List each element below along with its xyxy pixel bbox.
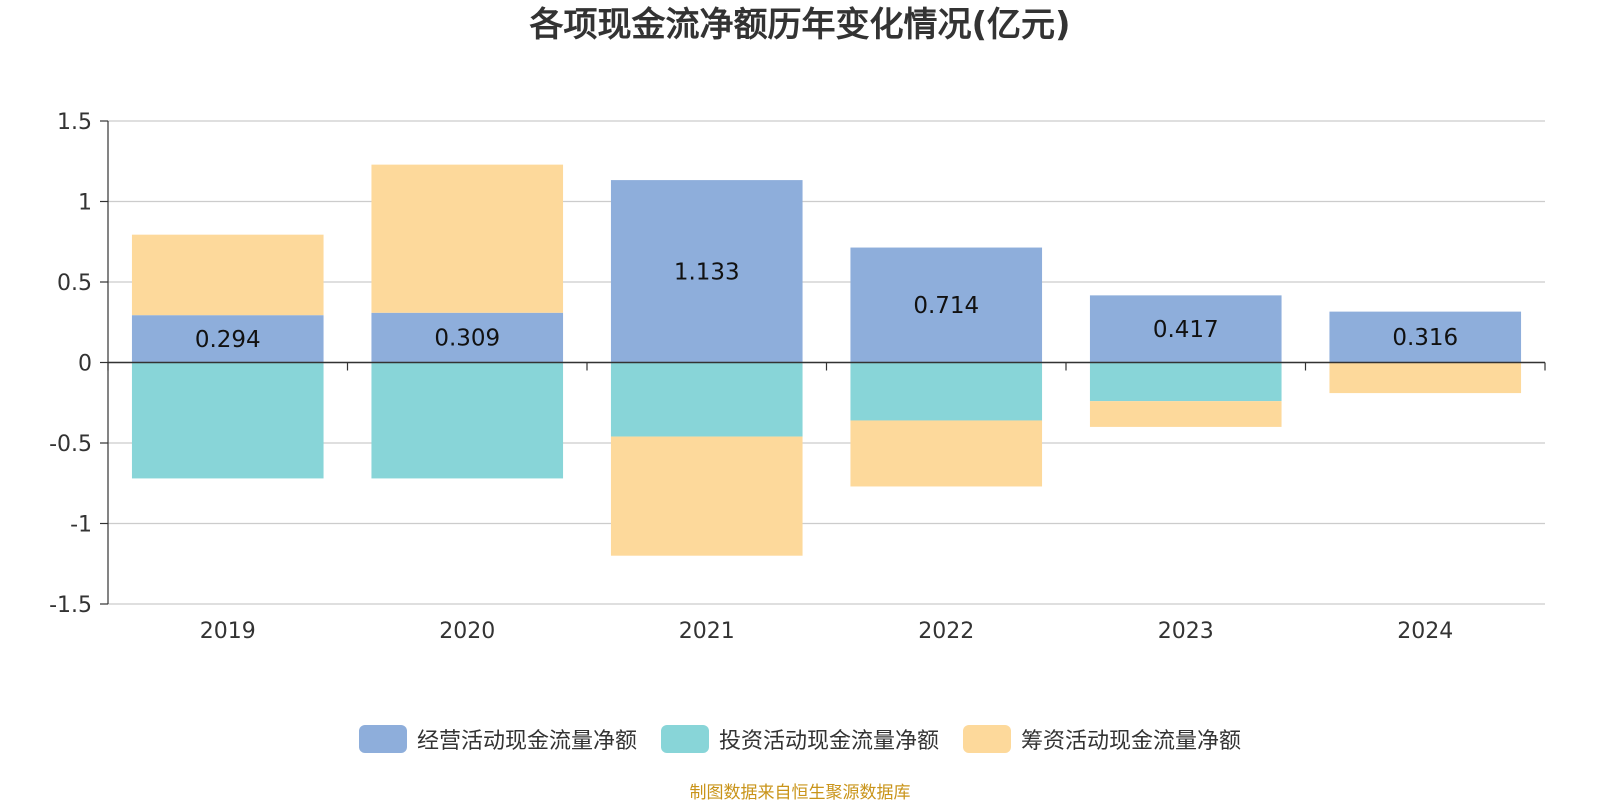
x-tick-label: 2019 bbox=[200, 619, 256, 644]
bar-2022-s1 bbox=[850, 362, 1043, 421]
x-tick-label: 2023 bbox=[1158, 619, 1214, 644]
data-label: 0.714 bbox=[913, 293, 979, 319]
x-tick-label: 2020 bbox=[439, 619, 495, 644]
legend-item-investing[interactable]: 投资活动现金流量净额 bbox=[660, 723, 939, 755]
y-tick-label: -1 bbox=[70, 513, 92, 538]
data-label: 1.133 bbox=[674, 259, 740, 285]
bar-2019-s1 bbox=[131, 362, 324, 479]
bar-2024-s2 bbox=[1329, 362, 1522, 394]
legend: 经营活动现金流量净额 投资活动现金流量净额 筹资活动现金流量净额 bbox=[0, 723, 1600, 755]
y-tick-label: 0 bbox=[78, 352, 92, 377]
source-note: 制图数据来自恒生聚源数据库 bbox=[689, 783, 911, 803]
legend-item-financing[interactable]: 筹资活动现金流量净额 bbox=[963, 723, 1241, 755]
y-tick-label: -1.5 bbox=[49, 593, 92, 618]
bar-2023-s0 bbox=[1089, 295, 1282, 363]
bar-2019-s0 bbox=[131, 315, 324, 363]
bar-2020-s1 bbox=[371, 362, 564, 479]
legend-label-operating: 经营活动现金流量净额 bbox=[416, 729, 637, 754]
bar-2024-s0 bbox=[1329, 311, 1522, 363]
bar-2020-s2 bbox=[371, 164, 564, 313]
bar-2022-s0 bbox=[850, 247, 1043, 363]
legend-label-investing: 投资活动现金流量净额 bbox=[718, 729, 939, 754]
legend-swatch-investing bbox=[660, 725, 709, 753]
legend-swatch-financing bbox=[963, 725, 1011, 753]
bar-2023-s1 bbox=[1089, 362, 1282, 402]
bar-2021-s2 bbox=[610, 436, 803, 556]
bar-2021-s0 bbox=[610, 180, 803, 363]
legend-item-operating[interactable]: 经营活动现金流量净额 bbox=[358, 723, 637, 755]
y-tick-label: -0.5 bbox=[49, 432, 92, 457]
y-tick-label: 0.5 bbox=[57, 271, 92, 296]
bar-2023-s2 bbox=[1089, 401, 1282, 427]
legend-swatch-operating bbox=[358, 725, 407, 753]
data-label: 0.417 bbox=[1153, 317, 1219, 343]
bar-2022-s2 bbox=[850, 420, 1043, 487]
bar-2020-s0 bbox=[371, 312, 564, 363]
x-tick-label: 2022 bbox=[918, 619, 974, 644]
x-tick-label: 2021 bbox=[679, 619, 735, 644]
bar-2021-s1 bbox=[610, 362, 803, 437]
x-tick-label: 2024 bbox=[1397, 619, 1453, 644]
y-tick-label: 1 bbox=[78, 191, 92, 216]
data-label: 0.294 bbox=[195, 327, 261, 353]
chart-svg: 1.5 1 0.5 0 -0.5 -1 -1.5 0.294 2019 0.309 2020 1.13… bbox=[49, 110, 1546, 644]
data-label: 0.309 bbox=[434, 326, 500, 352]
chart-title: 各项现金流净额历年变化情况(亿元) bbox=[529, 5, 1071, 45]
data-label: 0.316 bbox=[1392, 325, 1458, 351]
y-tick-label: 1.5 bbox=[57, 110, 92, 135]
bar-2019-s2 bbox=[131, 234, 324, 316]
legend-label-financing: 筹资活动现金流量净额 bbox=[1021, 729, 1242, 754]
